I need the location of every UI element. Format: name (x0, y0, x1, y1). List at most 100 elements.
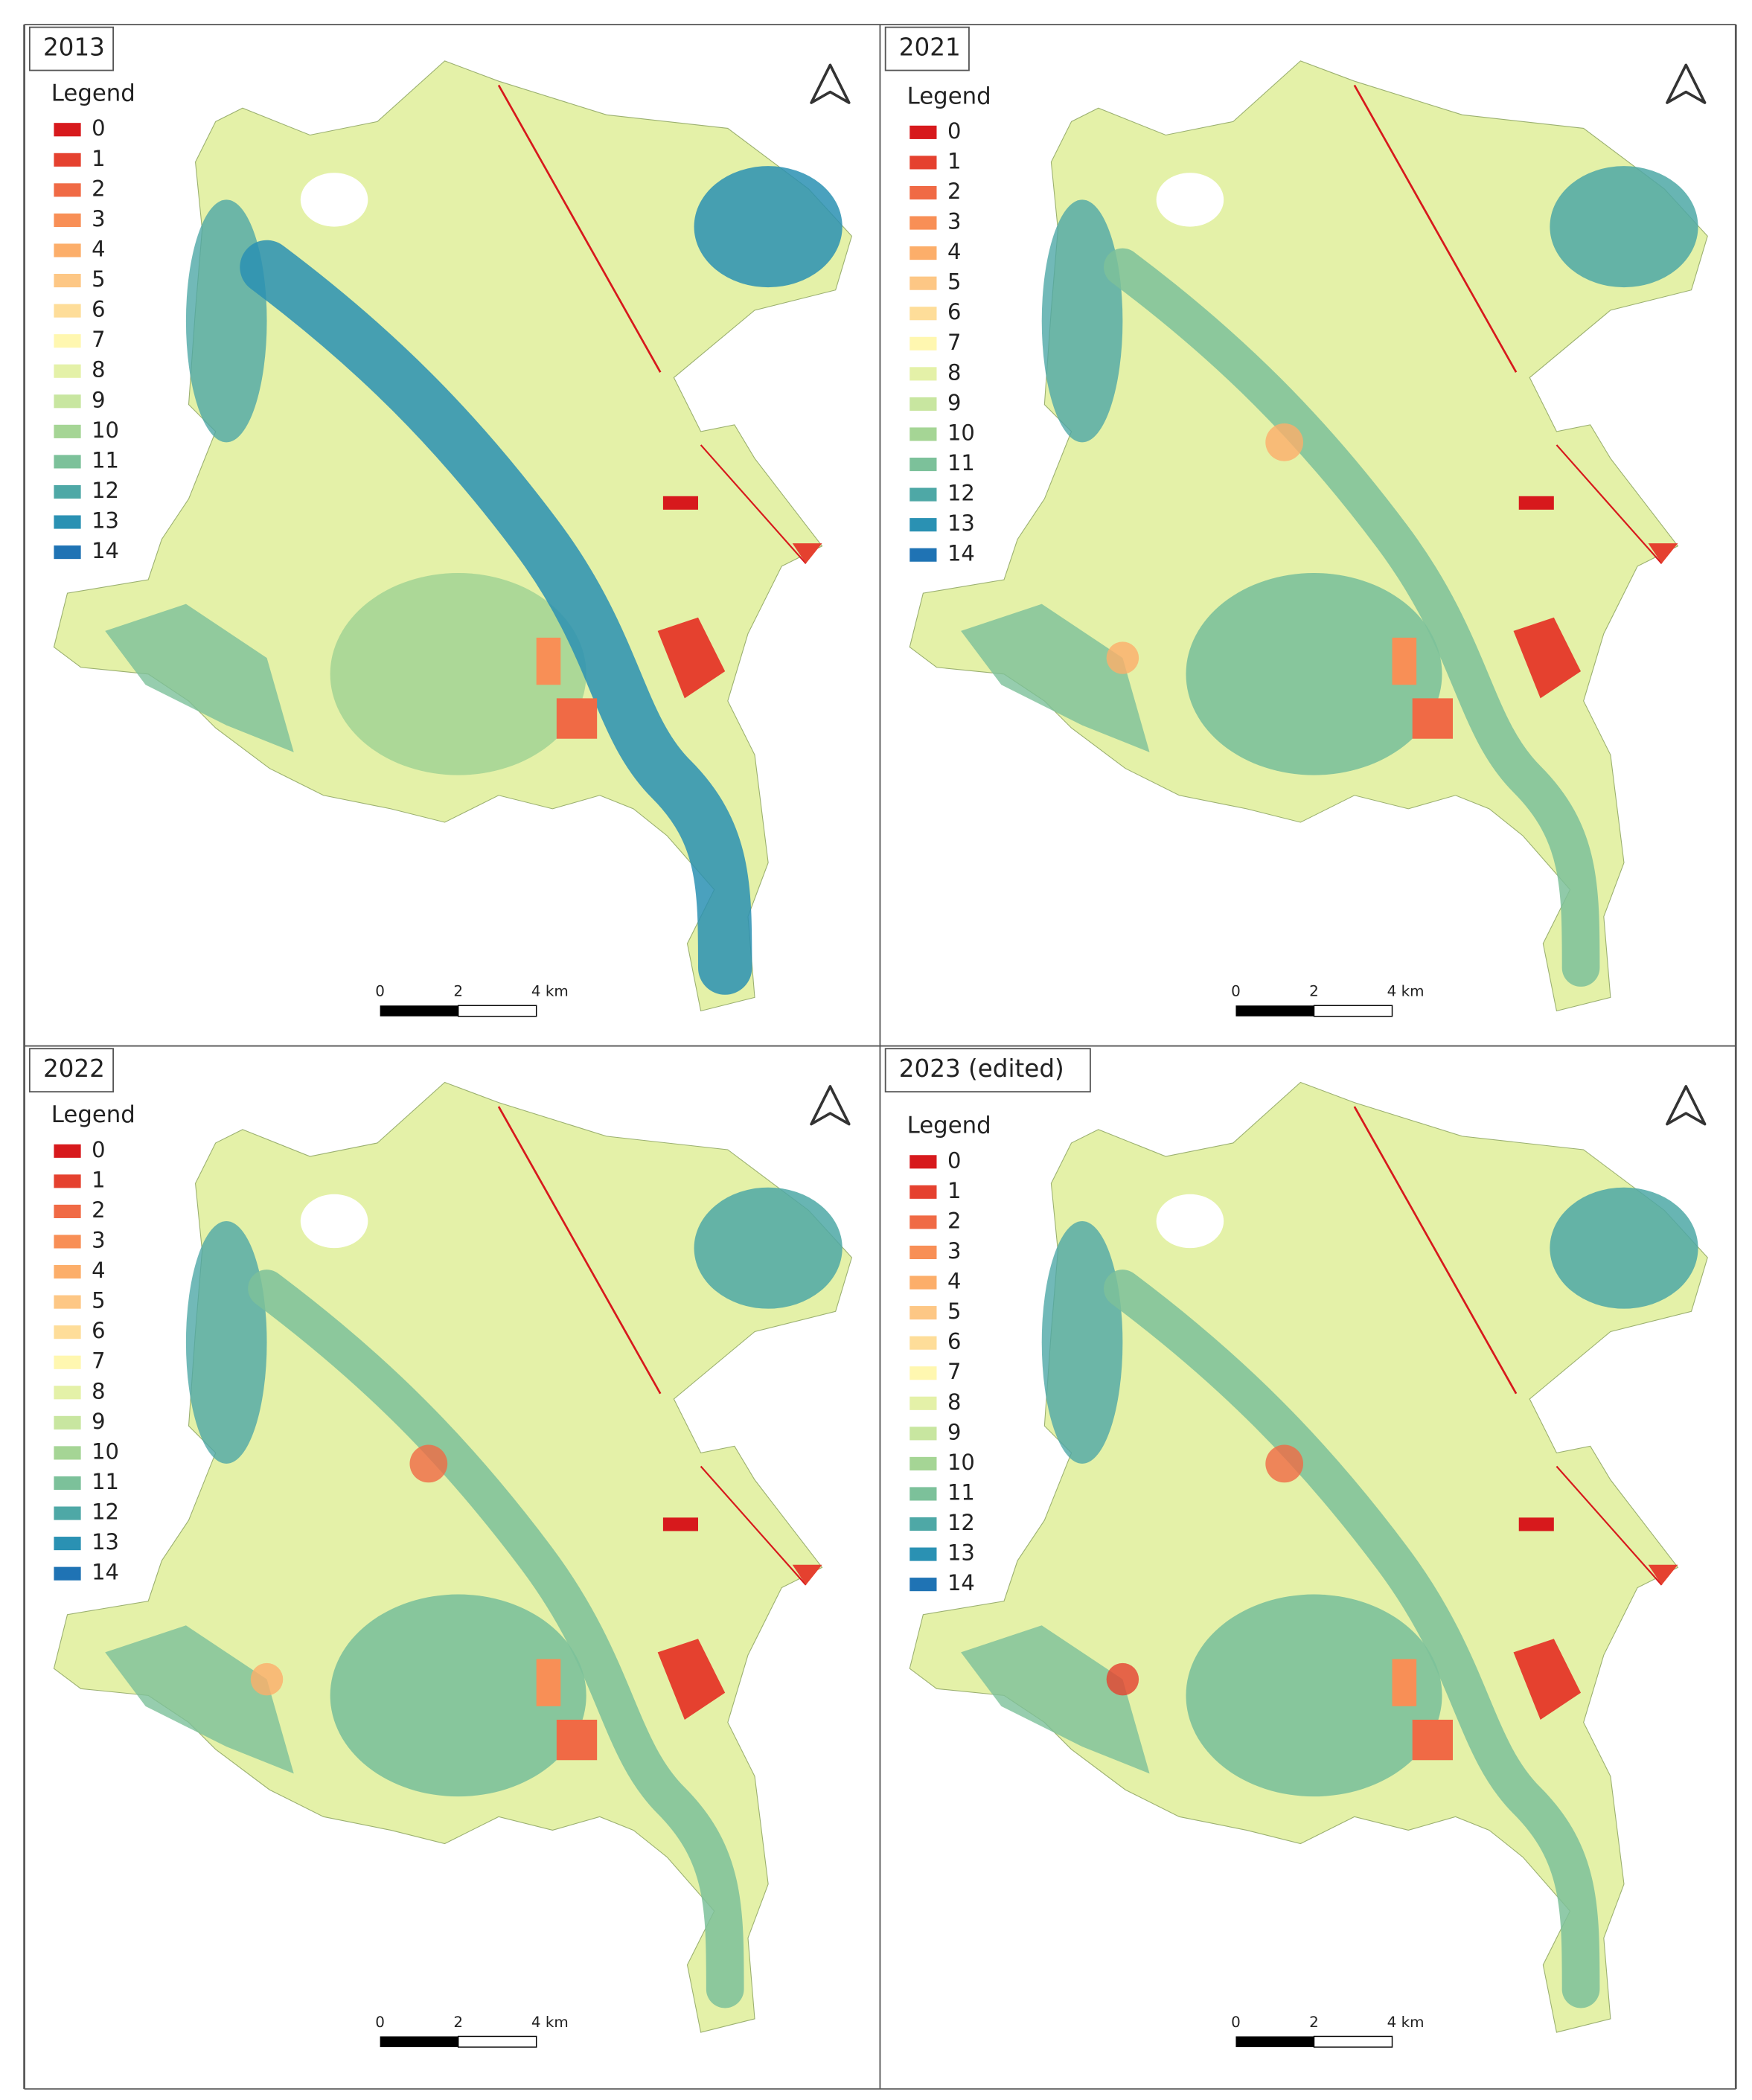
legend-swatch (54, 1295, 81, 1309)
legend-label: 7 (92, 327, 105, 352)
legend-label: 3 (947, 1238, 961, 1264)
legend-label: 12 (92, 478, 119, 503)
legend-swatch (54, 1174, 81, 1188)
scale-bar-label: 4 km (531, 2014, 569, 2031)
legend-swatch (54, 213, 81, 227)
scale-bar-label: 0 (1231, 983, 1241, 1000)
north-arrow (810, 1085, 851, 1126)
urban-spike (1648, 1564, 1678, 1585)
legend-label: 12 (947, 481, 975, 506)
legend-label: 2 (947, 179, 961, 204)
scale-bar-label: 2 (1309, 983, 1319, 1000)
village (409, 1444, 448, 1483)
legend-swatch (54, 1476, 81, 1491)
legend-swatch (909, 1427, 937, 1441)
legend-label: 11 (92, 447, 119, 473)
urban-north (662, 1517, 698, 1531)
legend-label: 1 (92, 146, 105, 171)
legend-label: 5 (92, 1288, 105, 1313)
urban-centre (1412, 698, 1454, 739)
legend-label: 1 (947, 148, 961, 173)
legend-label: 1 (92, 1167, 105, 1192)
legend-swatch (909, 1547, 937, 1561)
legend-swatch (909, 487, 937, 502)
legend-label: 0 (92, 115, 105, 141)
map-panel: 2023 (edited)Legend012345678910111213140… (884, 1048, 1709, 2048)
legend-swatch (909, 518, 937, 532)
road (497, 84, 662, 373)
legend-swatch (909, 1275, 937, 1290)
legend-swatch (54, 1264, 81, 1279)
legend-swatch (909, 336, 937, 350)
river-corridor (1104, 248, 1600, 987)
legend-swatch (54, 1415, 81, 1430)
legend-swatch (909, 397, 937, 411)
legend-label: 4 (947, 1269, 961, 1294)
scale-bar-label: 2 (453, 2014, 463, 2031)
legend-label: 10 (947, 420, 975, 445)
south-west (105, 1625, 294, 1774)
urban-north (1518, 1517, 1554, 1531)
legend-label: 8 (92, 1378, 105, 1403)
legend-swatch (54, 123, 81, 137)
legend-label: 6 (92, 297, 105, 322)
legend-swatch (54, 455, 81, 469)
legend-label: 11 (947, 1479, 975, 1505)
legend-label: 11 (947, 450, 975, 476)
village (1265, 423, 1304, 461)
legend-swatch (54, 183, 81, 197)
legend-label: 14 (947, 541, 975, 566)
panel-title-box (884, 1048, 1091, 1093)
legend-swatch (909, 246, 937, 260)
road (1353, 84, 1518, 373)
legend-swatch (909, 216, 937, 230)
legend-label: 10 (947, 1450, 975, 1475)
legend-swatch (909, 548, 937, 562)
legend-swatch (909, 1336, 937, 1350)
legend-label: 7 (947, 1359, 961, 1384)
urban-spike (792, 1564, 822, 1585)
scale-bar-label: 4 km (1387, 2014, 1425, 2031)
legend-label: 3 (92, 206, 105, 231)
legend-swatch (54, 1144, 81, 1158)
wetland-w (185, 199, 267, 443)
scale-bar-label: 0 (1231, 2014, 1241, 2031)
legend-swatch (909, 156, 937, 170)
road (497, 1106, 662, 1395)
legend-swatch (909, 367, 937, 381)
panel-title-box (884, 26, 970, 71)
legend-swatch (909, 1185, 937, 1199)
legend-label: 13 (947, 510, 975, 536)
legend-swatch (54, 1386, 81, 1400)
legend-swatch (909, 1487, 937, 1501)
forest-area (1186, 572, 1442, 775)
legend-title: Legend (51, 80, 135, 107)
legend-swatch (54, 1446, 81, 1460)
legend-swatch (54, 1355, 81, 1369)
legend-label: 7 (947, 330, 961, 355)
legend-swatch (54, 1235, 81, 1249)
legend-label: 1 (947, 1178, 961, 1203)
legend-label: 3 (947, 209, 961, 234)
scale-bar-black (1235, 1005, 1314, 1017)
legend-label: 13 (92, 508, 119, 534)
legend-swatch (54, 515, 81, 529)
wetland-w (1041, 1220, 1123, 1464)
legend-label: 0 (92, 1137, 105, 1162)
legend-label: 0 (947, 1147, 961, 1173)
village (1106, 1662, 1139, 1696)
legend-swatch (909, 1215, 937, 1229)
panel-title: 2023 (edited) (899, 1054, 1064, 1083)
urban-centre (556, 1719, 598, 1761)
legend-title: Legend (907, 1113, 991, 1139)
road (1353, 1106, 1518, 1395)
legend-swatch (909, 1155, 937, 1169)
legend-swatch (54, 1566, 81, 1581)
panel-title: 2022 (43, 1054, 105, 1083)
wetland-ne (1550, 1187, 1698, 1309)
legend-swatch (54, 153, 81, 167)
hole (1156, 1194, 1224, 1249)
wetland-ne (694, 166, 843, 288)
legend-title: Legend (51, 1101, 135, 1128)
legend-swatch (909, 307, 937, 321)
